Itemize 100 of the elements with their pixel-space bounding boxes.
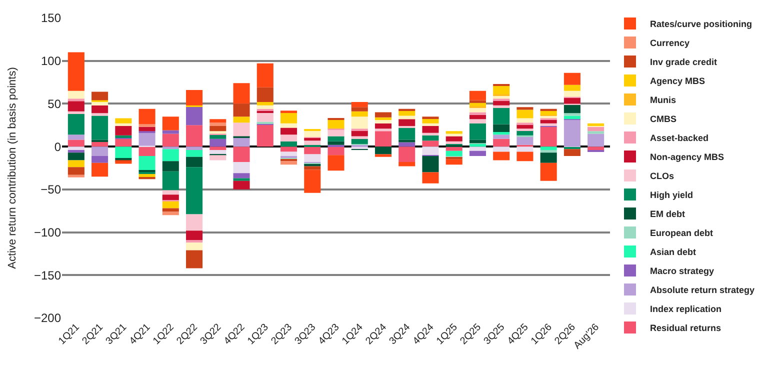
legend-label: High yield	[650, 190, 694, 200]
legend-label: Non-agency MBS	[650, 152, 724, 162]
bar	[540, 123, 557, 126]
bar	[115, 138, 132, 147]
y-axis-title: Active return contribution (in basis points)	[6, 67, 19, 269]
bar	[422, 135, 439, 141]
bar	[186, 90, 203, 106]
bar	[186, 242, 203, 250]
bar	[374, 154, 392, 157]
bar	[328, 136, 344, 142]
legend-label: CLOs	[650, 171, 674, 182]
bar	[446, 134, 462, 136]
bar	[92, 92, 108, 100]
bar	[68, 52, 84, 91]
bar	[233, 178, 250, 181]
bar	[422, 172, 439, 184]
bar	[233, 116, 250, 123]
bar	[564, 116, 580, 120]
bar	[68, 111, 84, 114]
bar	[469, 144, 486, 147]
bar	[446, 146, 462, 151]
bar	[540, 110, 557, 115]
bar	[493, 132, 510, 135]
bar	[469, 90, 486, 100]
bar	[233, 162, 250, 174]
bar	[233, 104, 250, 117]
bar	[422, 126, 439, 133]
bar	[186, 106, 203, 126]
bar	[540, 150, 557, 153]
bar	[162, 171, 179, 190]
bar	[564, 84, 580, 91]
bar	[422, 146, 439, 156]
bar	[446, 159, 462, 165]
bar	[469, 150, 486, 156]
bar	[469, 114, 486, 120]
bar	[446, 141, 462, 144]
bar	[138, 126, 156, 132]
bar	[304, 140, 321, 145]
bar	[162, 201, 179, 208]
legend-label: Index replication	[650, 304, 722, 314]
bar	[564, 98, 580, 104]
bar	[469, 140, 486, 144]
bar	[138, 156, 156, 171]
legend-label: Absolute return strategy	[650, 285, 755, 296]
bar	[540, 116, 557, 118]
bar	[304, 138, 321, 141]
bar	[493, 138, 510, 147]
bar	[469, 102, 486, 106]
legend-label: Inv grade credit	[650, 57, 718, 68]
bar	[588, 134, 604, 147]
bar	[256, 87, 274, 102]
bar	[210, 155, 226, 160]
bar	[588, 126, 604, 132]
legend-label: Agency MBS	[650, 76, 706, 86]
bar	[186, 240, 203, 243]
bar	[186, 125, 203, 147]
bar	[374, 117, 392, 120]
bar	[210, 146, 226, 150]
bar	[138, 132, 156, 146]
bar	[328, 129, 344, 136]
y-tick-label: −150	[34, 268, 62, 282]
bar	[564, 149, 580, 156]
bar	[493, 86, 510, 94]
bar	[138, 124, 156, 127]
bar	[304, 154, 321, 162]
bar	[328, 141, 344, 145]
bar	[398, 128, 416, 140]
bar	[516, 107, 534, 110]
bar	[115, 126, 132, 136]
bar	[162, 146, 179, 150]
legend-label: European debt	[650, 228, 714, 238]
bar	[516, 118, 534, 123]
bar	[115, 146, 132, 159]
bar	[256, 105, 274, 109]
bar	[446, 136, 462, 142]
bar	[210, 138, 226, 147]
bar	[233, 146, 250, 162]
bar	[422, 123, 439, 126]
bar	[68, 101, 84, 112]
bar	[210, 134, 226, 139]
legend-label: Asian debt	[650, 247, 696, 258]
bar	[68, 140, 84, 147]
bar	[469, 100, 486, 103]
bar	[588, 131, 604, 134]
bar	[115, 135, 132, 138]
bar	[540, 152, 557, 163]
legend-label: Rates/curve positioning	[650, 19, 752, 30]
y-tick-label: 50	[48, 96, 62, 111]
bar	[374, 112, 392, 118]
bar	[115, 118, 132, 124]
bar	[233, 83, 250, 104]
bar	[328, 120, 344, 129]
bar	[493, 134, 510, 139]
bar	[92, 162, 108, 177]
bar	[564, 72, 580, 85]
bar	[351, 138, 368, 144]
bar	[422, 132, 439, 136]
bar	[540, 162, 557, 181]
bar	[516, 146, 534, 152]
bar	[256, 63, 274, 88]
